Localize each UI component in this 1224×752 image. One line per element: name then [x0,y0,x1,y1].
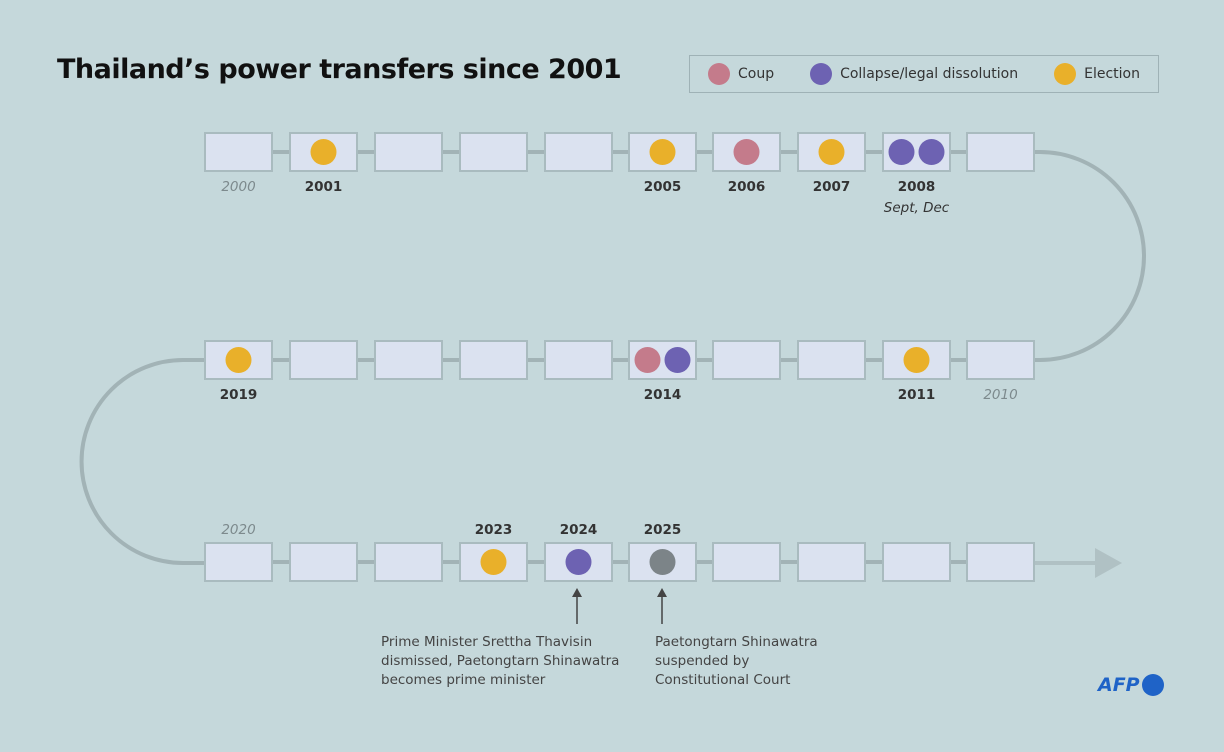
timeline-arrowhead-icon [1095,548,1122,578]
year-box-2012 [797,340,866,380]
year-box-2004 [544,132,613,172]
year-label: 2001 [305,179,343,195]
legend: Coup Collapse/legal dissolution Election [689,55,1159,93]
year-label: 2007 [813,179,851,195]
year-label: 2019 [220,387,258,403]
election-dot-icon [1054,63,1077,85]
year-box-2002 [374,132,443,172]
year-sublabel: Sept, Dec [884,200,950,216]
arrow-2025-icon [657,588,667,624]
legend-item-coup: Coup [707,63,775,85]
arrow-2024-icon [572,588,582,624]
collapse-event-marker [918,139,945,165]
election-event-marker [649,139,676,165]
year-label: 2020 [221,522,255,538]
coup-event-marker [634,347,661,373]
year-box-2017 [374,340,443,380]
legend-label: Coup [737,66,775,82]
year-box-2029 [966,542,1035,582]
election-event-marker [310,139,337,165]
year-label: 2010 [983,387,1017,403]
year-box-2013 [712,340,781,380]
year-box-2015 [544,340,613,380]
year-box-2016 [459,340,528,380]
legend-item-collapse: Collapse/legal dissolution [810,63,1018,85]
year-label: 2008 [898,179,936,195]
collapse-event-marker [565,549,592,575]
year-box-2021 [289,542,358,582]
note-2025: Paetongtarn Shinawatra suspended by Cons… [655,634,818,688]
year-box-2028 [882,542,951,582]
year-label: 2025 [644,522,682,538]
timeline-connector-left [79,358,210,565]
year-box-2022 [374,542,443,582]
legend-label: Collapse/legal dissolution [840,66,1019,82]
collapse-event-marker [888,139,915,165]
election-event-marker [903,347,930,373]
page-title: Thailand’s power transfers since 2001 [57,54,622,85]
year-label: 2005 [644,179,682,195]
timeline-connector-right [1030,150,1146,362]
collapse-dot-icon [810,63,833,85]
coup-dot-icon [707,63,730,85]
coup-event-marker [733,139,760,165]
year-label: 2023 [475,522,513,538]
year-label: 2024 [560,522,598,538]
year-box-2003 [459,132,528,172]
year-box-2027 [797,542,866,582]
legend-item-election: Election [1054,63,1140,85]
year-label: 2014 [644,387,682,403]
year-box-2026 [712,542,781,582]
year-box-2009 [966,132,1035,172]
year-box-2018 [289,340,358,380]
election-event-marker [225,347,252,373]
note-2024: Prime Minister Srettha Thavisin dismisse… [381,634,620,688]
collapse-event-marker [664,347,691,373]
legend-label: Election [1084,66,1140,82]
election-event-marker [480,549,507,575]
year-box-2010 [966,340,1035,380]
year-label: 2011 [898,387,936,403]
year-label: 2000 [221,179,255,195]
year-label: 2006 [728,179,766,195]
afp-logo: AFP [1098,674,1164,696]
election-event-marker [818,139,845,165]
pending-event-marker [649,549,676,575]
year-box-2000 [204,132,273,172]
year-box-2020 [204,542,273,582]
